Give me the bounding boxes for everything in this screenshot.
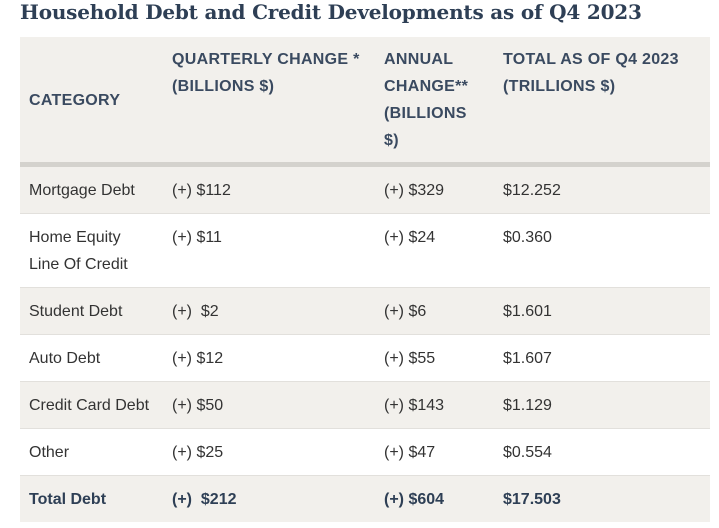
table-title: Household Debt and Credit Developments a…: [20, 0, 642, 24]
header-row: CATEGORY QUARTERLY CHANGE * (BILLIONS $)…: [20, 37, 710, 167]
row-quarterly-change: (+) $25: [163, 428, 375, 476]
total-quarterly-change: (+) $212: [163, 475, 375, 522]
row-total: $1.607: [494, 334, 710, 382]
row-category: Mortgage Debt: [20, 164, 163, 214]
row-total: $12.252: [494, 164, 710, 214]
header-category: CATEGORY: [20, 37, 163, 167]
total-row: Total Debt (+) $212 (+) $604 $17.503: [20, 475, 710, 522]
row-annual-change: (+) $55: [375, 334, 494, 382]
row-total: $0.554: [494, 428, 710, 476]
row-category: Student Debt: [20, 287, 163, 335]
total-total: $17.503: [494, 475, 710, 522]
row-quarterly-change: (+) $11: [163, 213, 375, 288]
table-row: Home Equity Line Of Credit (+) $11 (+) $…: [20, 213, 710, 288]
row-annual-change: (+) $143: [375, 381, 494, 429]
table-row: Mortgage Debt (+) $112 (+) $329 $12.252: [20, 164, 710, 214]
table-row: Other (+) $25 (+) $47 $0.554: [20, 428, 710, 476]
row-annual-change: (+) $329: [375, 164, 494, 214]
row-category: Credit Card Debt: [20, 381, 163, 429]
row-annual-change: (+) $24: [375, 213, 494, 288]
row-quarterly-change: (+) $2: [163, 287, 375, 335]
total-category: Total Debt: [20, 475, 163, 522]
row-annual-change: (+) $6: [375, 287, 494, 335]
header-annual-change: ANNUAL CHANGE** (BILLIONS $): [375, 37, 494, 167]
row-quarterly-change: (+) $50: [163, 381, 375, 429]
header-quarterly-change: QUARTERLY CHANGE * (BILLIONS $): [163, 37, 375, 167]
header-total: TOTAL AS OF Q4 2023 (TRILLIONS $): [494, 37, 710, 167]
row-total: $1.129: [494, 381, 710, 429]
row-annual-change: (+) $47: [375, 428, 494, 476]
row-quarterly-change: (+) $12: [163, 334, 375, 382]
table-row: Auto Debt (+) $12 (+) $55 $1.607: [20, 334, 710, 382]
row-total: $0.360: [494, 213, 710, 288]
table-row: Student Debt (+) $2 (+) $6 $1.601: [20, 287, 710, 335]
row-category: Home Equity Line Of Credit: [20, 213, 163, 288]
row-total: $1.601: [494, 287, 710, 335]
table-row: Credit Card Debt (+) $50 (+) $143 $1.129: [20, 381, 710, 429]
row-quarterly-change: (+) $112: [163, 164, 375, 214]
debt-table: CATEGORY QUARTERLY CHANGE * (BILLIONS $)…: [20, 37, 710, 522]
total-annual-change: (+) $604: [375, 475, 494, 522]
row-category: Other: [20, 428, 163, 476]
row-category: Auto Debt: [20, 334, 163, 382]
